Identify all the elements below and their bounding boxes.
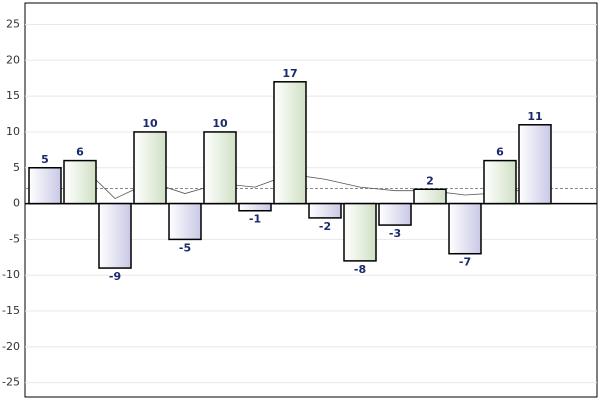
value-label: 17 xyxy=(282,67,297,80)
bar xyxy=(308,202,342,219)
y-tick-label: 25 xyxy=(6,17,20,30)
value-label: 6 xyxy=(496,146,504,159)
y-tick-label: -25 xyxy=(2,376,20,389)
bar xyxy=(133,131,167,205)
y-tick-label: 0 xyxy=(13,197,20,210)
value-label: -3 xyxy=(389,227,401,240)
y-tick-label: -15 xyxy=(2,304,20,317)
value-label: -1 xyxy=(249,213,261,226)
value-label: 5 xyxy=(41,153,49,166)
bar xyxy=(168,202,202,241)
bar xyxy=(63,159,97,205)
bar xyxy=(483,159,517,205)
value-label: -7 xyxy=(459,256,471,269)
y-tick-label: -10 xyxy=(2,268,20,281)
bar xyxy=(413,188,447,205)
bar xyxy=(238,202,272,212)
value-label: -8 xyxy=(354,263,366,276)
bar xyxy=(203,131,237,205)
value-label: 10 xyxy=(212,117,228,130)
bar xyxy=(28,167,62,205)
value-label: -9 xyxy=(109,270,121,283)
bar xyxy=(448,202,482,255)
bar xyxy=(273,81,307,205)
y-tick-label: -20 xyxy=(2,340,20,353)
value-label: 10 xyxy=(142,117,158,130)
bar xyxy=(98,202,132,269)
bar xyxy=(343,202,377,262)
value-label: 2 xyxy=(426,174,434,187)
value-label: 11 xyxy=(527,110,542,123)
bar xyxy=(518,124,552,205)
value-label: -2 xyxy=(319,220,331,233)
bar xyxy=(378,202,412,226)
y-tick-label: 10 xyxy=(6,125,20,138)
y-tick-label: 5 xyxy=(13,161,20,174)
y-tick-label: 15 xyxy=(6,89,20,102)
value-label: 6 xyxy=(76,146,84,159)
value-label: -5 xyxy=(179,241,191,254)
y-tick-label: 20 xyxy=(6,53,20,66)
y-tick-label: -5 xyxy=(9,232,20,245)
